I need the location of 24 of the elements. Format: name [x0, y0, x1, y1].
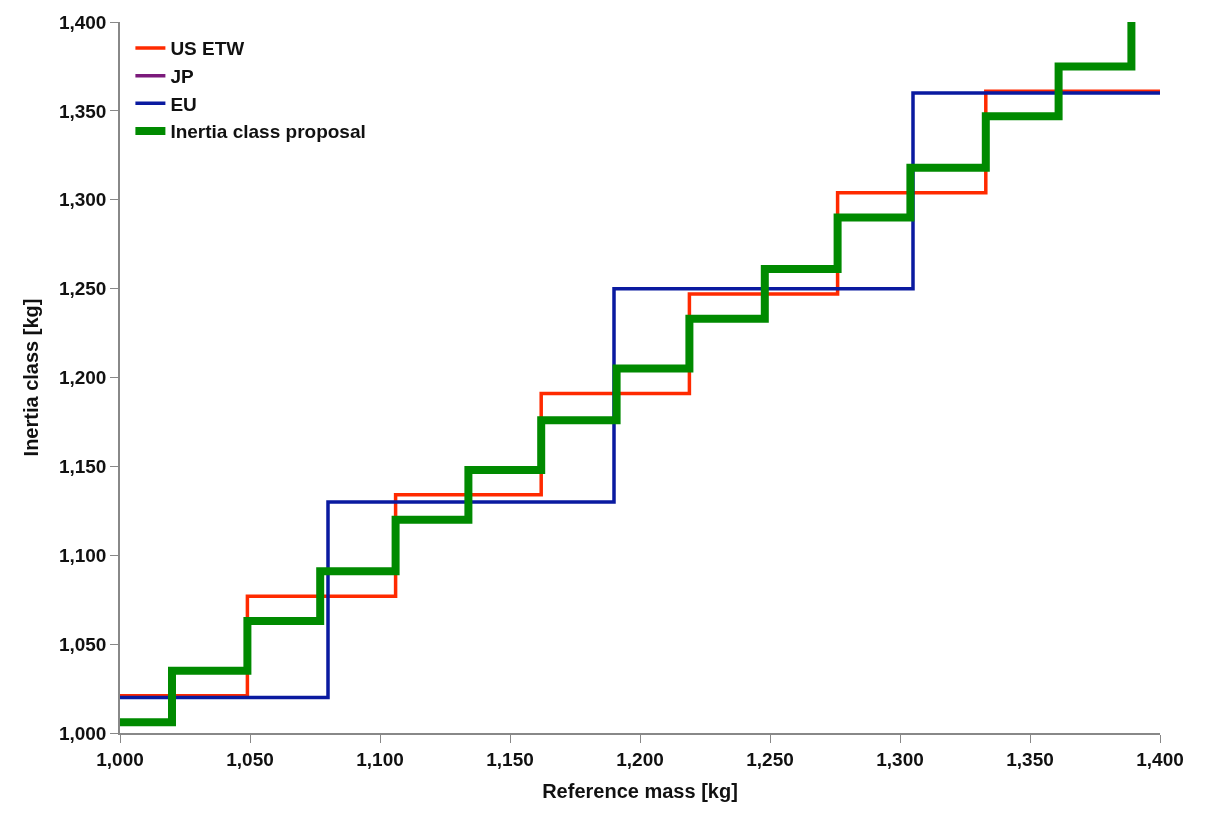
y-tick-label: 1,050 — [58, 633, 107, 655]
x-tick-label: 1,100 — [356, 748, 404, 770]
x-tick-label: 1,200 — [616, 748, 664, 770]
x-tick-label: 1,000 — [96, 748, 144, 770]
y-tick-label: 1,400 — [58, 11, 107, 33]
x-axis-title: Reference mass [kg] — [542, 779, 738, 802]
y-axis-title: Inertia class [kg] — [19, 298, 42, 457]
y-tick-label: 1,200 — [58, 367, 107, 389]
legend-label: EU — [170, 93, 197, 115]
y-tick-label: 1,150 — [58, 456, 107, 478]
y-tick-label: 1,250 — [58, 278, 107, 300]
y-tick-label: 1,000 — [58, 722, 107, 744]
x-tick-label: 1,250 — [746, 748, 794, 770]
y-tick-label: 1,300 — [58, 189, 107, 211]
x-tick-label: 1,300 — [876, 748, 924, 770]
x-tick-label: 1,150 — [486, 748, 534, 770]
x-tick-label: 1,400 — [1136, 748, 1184, 770]
y-tick-label: 1,100 — [58, 544, 107, 566]
legend-label: JP — [170, 66, 194, 88]
x-tick-label: 1,050 — [226, 748, 274, 770]
y-tick-label: 1,350 — [58, 100, 107, 122]
legend-label: Inertia class proposal — [170, 121, 366, 143]
x-tick-label: 1,350 — [1006, 748, 1054, 770]
legend-label: US ETW — [170, 38, 245, 60]
